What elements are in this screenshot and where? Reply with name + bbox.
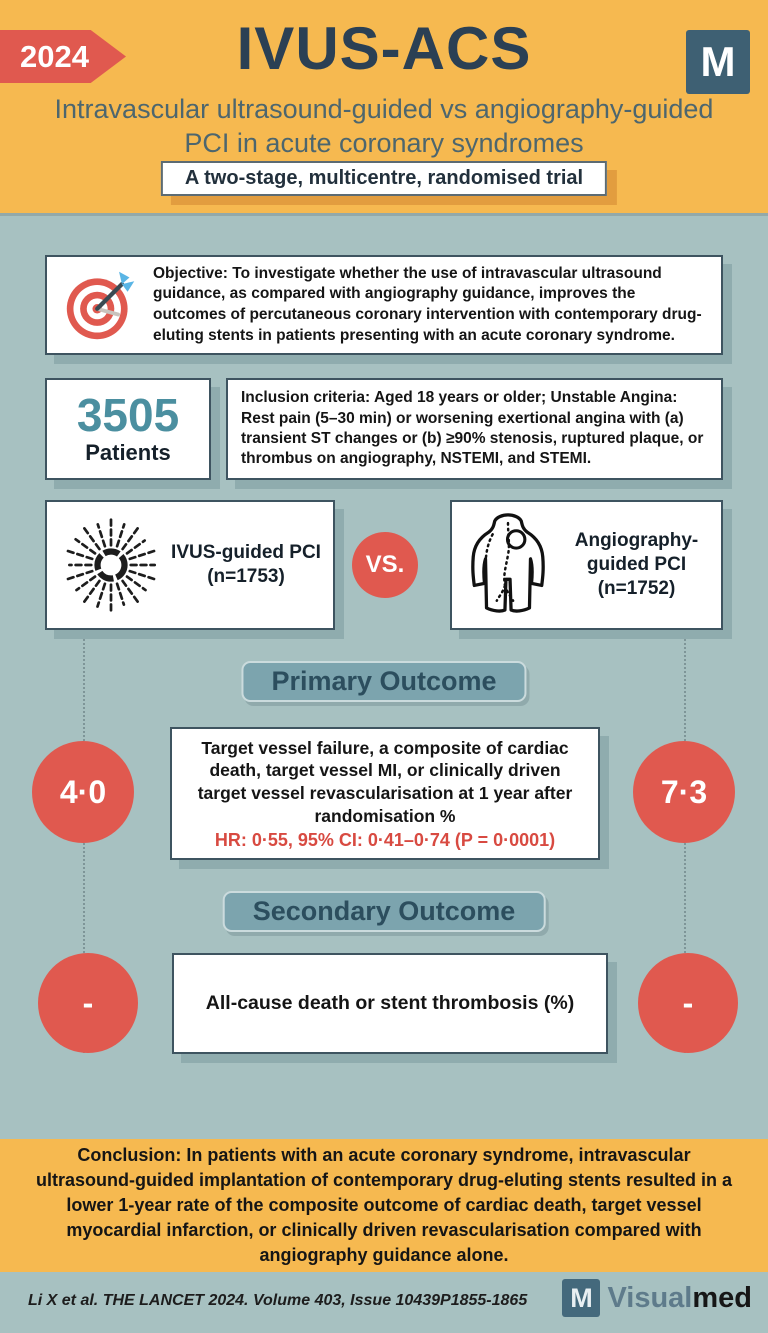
objective-label: Objective:	[153, 264, 228, 282]
primary-outcome-heading: Primary Outcome	[241, 661, 527, 702]
secondary-angiography-value: -	[682, 984, 694, 1021]
footer-logo-wordmark: Visualmed	[607, 1281, 752, 1314]
primary-outcome-heading-label: Primary Outcome	[271, 666, 497, 696]
inclusion-criteria-card: Inclusion criteria: Aged 18 years or old…	[226, 378, 723, 480]
citation: Li X et al. THE LANCET 2024. Volume 403,…	[28, 1292, 528, 1309]
primary-ivus-value: 4·0	[59, 773, 107, 810]
primary-outcome-stats: HR: 0·55, 95% CI: 0·41–0·74 (P = 0·0001)	[214, 829, 556, 850]
page-title: IVUS-ACS	[236, 15, 532, 82]
ivus-arm-label: IVUS-guided PCI (n=1753)	[171, 541, 321, 589]
logo-letter: M	[700, 38, 736, 85]
footer-logo-word-visual: Visual	[607, 1281, 693, 1314]
conclusion-body: In patients with an acute coronary syndr…	[35, 1144, 733, 1266]
footer-logo-word-med: med	[692, 1281, 752, 1314]
ivus-scan-icon	[64, 514, 159, 615]
year-badge-label: 2024	[20, 38, 89, 74]
angiography-arm-name: Angiography-guided PCI	[574, 530, 699, 576]
angiography-connector-line	[684, 634, 686, 1053]
primary-outcome-description: Target vessel failure, a composite of ca…	[197, 737, 573, 826]
footer-logo-letter: M	[570, 1282, 593, 1313]
inclusion-text: Inclusion criteria: Aged 18 years or old…	[241, 388, 708, 470]
target-dart-icon	[66, 271, 135, 340]
secondary-outcome-card: All-cause death or stent thrombosis (%)	[172, 953, 608, 1054]
primary-outcome-card: Target vessel failure, a composite of ca…	[170, 727, 600, 860]
objective-body: To investigate whether the use of intrav…	[153, 264, 702, 344]
inclusion-label: Inclusion criteria:	[241, 389, 371, 407]
patients-card: 3505 Patients	[45, 378, 211, 480]
versus-badge: VS.	[352, 532, 418, 598]
ivus-arm-n: (n=1753)	[207, 566, 285, 587]
ivus-arm-card: IVUS-guided PCI (n=1753)	[45, 500, 335, 630]
trial-type-label: A two-stage, multicentre, randomised tri…	[184, 167, 584, 189]
visualmed-logo: M Visualmed	[562, 1279, 752, 1317]
objective-text: Objective: To investigate whether the us…	[153, 264, 705, 346]
primary-ivus-value-badge: 4·0	[32, 741, 134, 843]
inclusion-body: Aged 18 years or older; Unstable Angina:…	[241, 389, 704, 468]
ivus-connector-line	[83, 634, 85, 1053]
body-vessels-icon	[471, 513, 545, 613]
angiography-arm-label: Angiography-guided PCI (n=1752)	[562, 529, 711, 600]
patients-label: Patients	[85, 440, 171, 465]
ivus-arm-name: IVUS-guided PCI	[171, 542, 321, 564]
conclusion-background	[0, 1139, 768, 1272]
conclusion-text: Conclusion: In patients with an acute co…	[28, 1143, 740, 1269]
primary-angiography-value: 7·3	[660, 773, 708, 810]
secondary-outcome-description: All-cause death or stent thrombosis (%)	[205, 992, 575, 1014]
secondary-outcome-heading-label: Secondary Outcome	[252, 896, 516, 926]
page-subtitle: Intravascular ultrasound-guided vs angio…	[54, 94, 714, 159]
angiography-arm-card: Angiography-guided PCI (n=1752)	[450, 500, 723, 630]
year-badge: 2024	[0, 30, 126, 83]
visualmed-m-icon: M	[686, 30, 750, 94]
primary-angiography-value-badge: 7·3	[633, 741, 735, 843]
conclusion-label: Conclusion:	[77, 1144, 182, 1165]
footer-background	[0, 1272, 768, 1333]
secondary-ivus-value: -	[82, 984, 94, 1021]
secondary-angiography-value-badge: -	[638, 953, 738, 1053]
visualmed-m-icon: M	[562, 1279, 601, 1317]
versus-label: VS.	[365, 551, 405, 578]
secondary-outcome-heading: Secondary Outcome	[222, 891, 546, 932]
patients-count: 3505	[76, 389, 180, 441]
secondary-ivus-value-badge: -	[38, 953, 138, 1053]
angiography-arm-n: (n=1752)	[597, 577, 676, 599]
trial-type-box: A two-stage, multicentre, randomised tri…	[160, 161, 608, 196]
conclusion-section: Conclusion: In patients with an acute co…	[0, 1139, 768, 1272]
objective-card: Objective: To investigate whether the us…	[45, 255, 723, 355]
